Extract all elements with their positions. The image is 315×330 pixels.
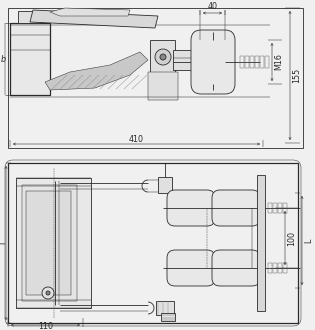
Bar [283,263,287,273]
Text: l: l [0,242,7,244]
Text: b: b [0,54,6,63]
Bar [260,56,264,68]
Bar [250,56,254,68]
Bar [16,178,91,308]
Bar [278,263,282,273]
FancyBboxPatch shape [212,250,260,286]
Bar [161,313,175,321]
Bar [245,56,249,68]
Bar [255,56,259,68]
Bar [22,185,77,301]
Bar [268,203,272,213]
Circle shape [46,291,50,295]
Polygon shape [30,10,158,28]
Bar [173,50,191,70]
Bar [283,203,287,213]
Text: 100: 100 [287,230,296,246]
Bar [265,56,269,68]
Bar [268,263,272,273]
Bar [10,23,50,95]
Text: L: L [304,238,313,243]
Bar [273,203,277,213]
Circle shape [155,49,171,65]
Bar [148,72,178,100]
Bar [26,191,71,295]
FancyBboxPatch shape [167,190,215,226]
Bar [257,175,265,311]
Bar [273,263,277,273]
Bar [8,163,298,323]
Bar [8,8,303,148]
Text: M16: M16 [274,53,283,70]
Bar [156,301,174,315]
Text: 155: 155 [292,68,301,83]
Circle shape [160,54,166,60]
Bar [240,56,244,68]
Bar [150,40,175,75]
Bar [158,177,172,193]
Bar [18,11,40,23]
Polygon shape [45,52,148,90]
Bar [278,203,282,213]
Circle shape [42,287,54,299]
FancyBboxPatch shape [191,30,235,94]
FancyBboxPatch shape [167,250,215,286]
FancyBboxPatch shape [212,190,260,226]
Text: 40: 40 [208,2,217,11]
Text: 410: 410 [129,135,144,144]
Text: 110: 110 [38,322,53,330]
Polygon shape [50,8,130,16]
